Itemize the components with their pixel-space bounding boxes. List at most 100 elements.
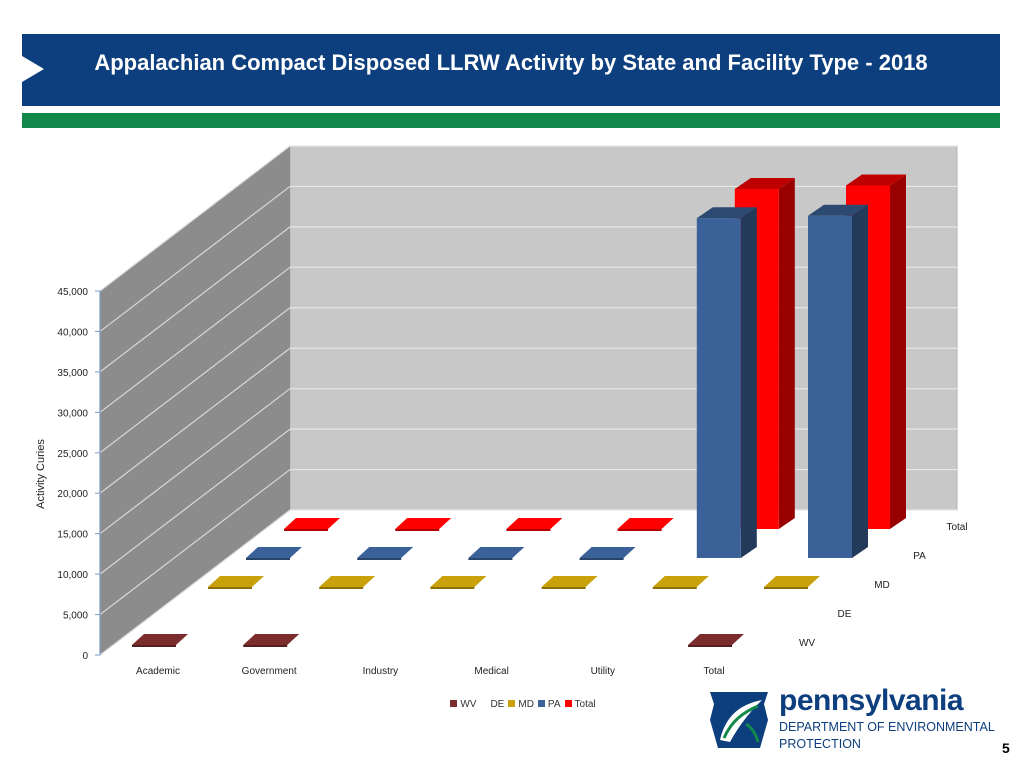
depth-axis-label: DE [838,609,852,620]
bar-face [696,218,741,558]
bar-face [579,547,636,558]
bar-face [357,547,414,558]
bar-face [541,587,586,589]
y-tick-label: 45,000 [57,287,88,298]
bar-total-industry [506,518,563,531]
bar-pa-medical [579,547,636,560]
bar-pa-total [808,204,868,559]
bar-face [430,576,487,587]
title-banner: Appalachian Compact Disposed LLRW Activi… [22,34,1000,106]
x-tick-label: Industry [363,666,399,677]
y-axis-label: Activity Curies [35,439,47,509]
bar-face [284,529,328,531]
bar-face [764,587,808,589]
keystone-logo-icon [710,692,768,748]
bar-pa-utility [696,207,757,558]
logo-protection: PROTECTION [779,737,861,751]
bar-face [506,518,563,529]
bar-face [617,529,662,531]
legend-item: DE [480,699,504,710]
bar-face [652,576,709,587]
y-tick-label: 20,000 [57,489,88,500]
bar-face [319,576,376,587]
gridline-side [99,428,291,575]
legend-item: MD [508,699,534,710]
bar-face [284,518,340,529]
gridline-side [99,226,291,373]
legend-label: DE [490,699,505,710]
bar-face [468,547,525,558]
chart-side-wall [100,146,290,655]
y-tick-label: 10,000 [57,570,88,581]
legend-swatch [450,700,458,707]
depth-axis-label: WV [799,638,815,649]
bar-face [208,587,252,589]
bar-face [579,558,624,560]
legend-item: WV [450,699,476,710]
bar-total-medical [617,518,674,531]
bar-md-medical [541,576,598,589]
gridline-side [99,185,291,332]
y-tick-label: 15,000 [57,530,88,541]
legend-item: PA [537,699,561,710]
bar-face [357,558,402,560]
bar-face [688,634,744,645]
gridline-side [99,145,291,292]
legend-swatch [564,700,572,707]
bar-face [778,177,795,529]
bar-face [132,645,176,647]
gridline-side [99,266,291,413]
bar-face [652,587,697,589]
gridline-side [99,307,291,454]
bar-face [132,634,188,645]
bar-wv-academic [132,634,188,647]
bar-face [395,529,440,531]
x-tick-label: Medical [474,666,508,677]
bar-md-utility [652,576,709,589]
bar-md-total [764,576,820,589]
bar-face [808,204,868,216]
bar-face [243,634,300,645]
slide-title: Appalachian Compact Disposed LLRW Activi… [94,50,928,75]
bar-face [808,215,852,559]
y-tick-label: 40,000 [57,327,88,338]
logo-wordmark: pennsylvania [779,684,964,717]
depth-axis-label: Total [946,522,967,533]
logo-department: DEPARTMENT OF ENVIRONMENTAL [779,720,995,734]
legend-item: Total [564,699,596,710]
legend-swatch [508,700,516,707]
dep-logo: pennsylvania DEPARTMENT OF ENVIRONMENTAL… [706,684,1006,752]
bar-total-government [395,518,452,531]
x-tick-label: Academic [136,666,180,677]
legend-swatch [480,700,487,707]
x-tick-label: Total [703,666,724,677]
bar-face [468,558,513,560]
bar-face [430,587,475,589]
bar-md-government [319,576,376,589]
bar-face [734,177,795,189]
page-number: 5 [1002,740,1010,756]
legend-label: WV [460,699,477,710]
bar-face [846,174,906,186]
bar-face [764,576,820,587]
legend-label: Total [574,699,596,710]
bar-pa-government [357,547,414,560]
bar-face [852,204,868,559]
bar-pa-academic [246,547,302,560]
green-band [22,113,1000,128]
bar-face [617,518,674,529]
y-tick-label: 0 [82,651,88,662]
bar-face [208,576,264,587]
gridline-side [99,469,291,616]
y-tick-label: 25,000 [57,449,88,460]
depth-axis-label: MD [874,580,890,591]
legend-swatch [537,700,545,707]
y-tick-label: 5,000 [63,611,88,622]
bar-face [506,529,551,531]
bar-md-industry [430,576,487,589]
chart: 0 5,000 10,000 15,000 20,000 25,000 30,000 35,0… [57,145,968,677]
y-tick-label: 35,000 [57,368,88,379]
legend-label: PA [547,699,561,710]
bar-pa-industry [468,547,525,560]
bar-wv-total [688,634,744,647]
